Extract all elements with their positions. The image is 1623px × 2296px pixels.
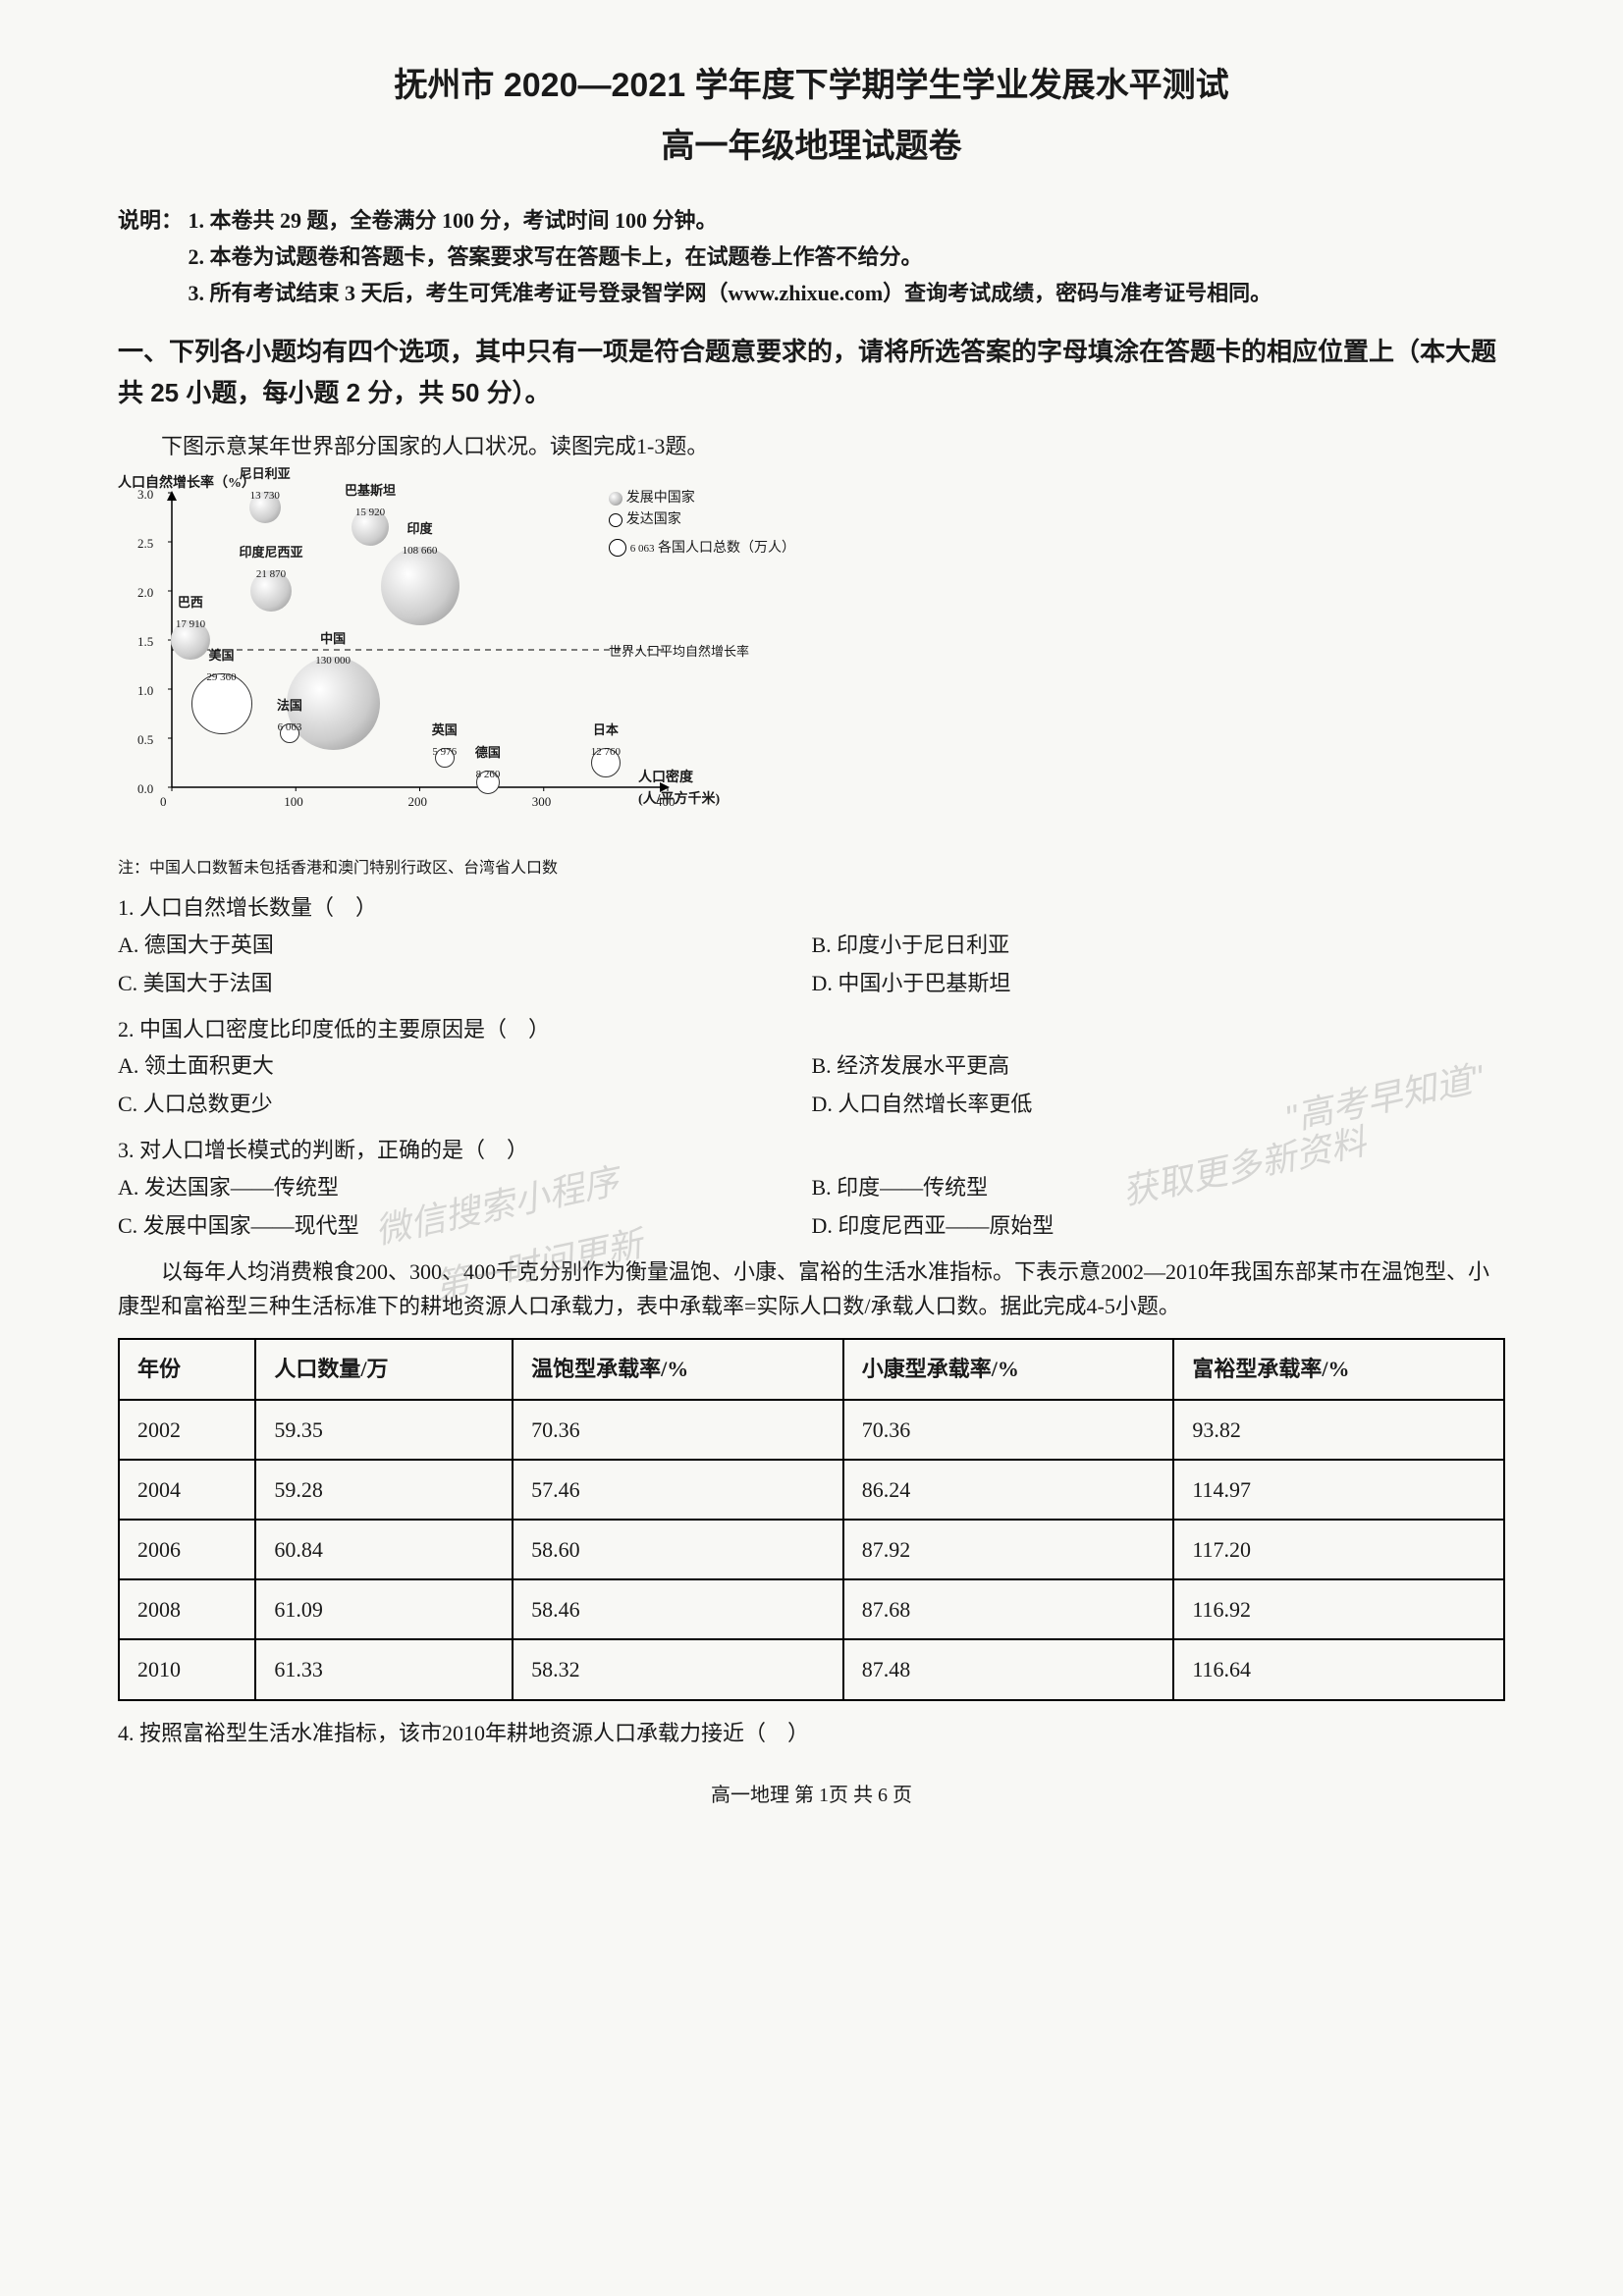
table-row: 201061.3358.3287.48116.64	[119, 1639, 1504, 1699]
table-cell: 61.33	[255, 1639, 513, 1699]
title-main: 抚州市 2020—2021 学年度下学期学生学业发展水平测试	[118, 59, 1505, 112]
table-cell: 116.64	[1173, 1639, 1504, 1699]
table-header: 富裕型承载率/%	[1173, 1339, 1504, 1399]
instructions-block: 说明： 1. 本卷共 29 题，全卷满分 100 分，考试时间 100 分钟。 …	[118, 203, 1505, 313]
chart-bubble-label: 巴基斯坦15 920	[331, 481, 409, 522]
chart-bubble-label: 中国130 000	[294, 629, 372, 670]
chart-bubble-label: 法国6 063	[250, 696, 329, 737]
table-header: 温饱型承载率/%	[513, 1339, 843, 1399]
option: C. 人口总数更少	[118, 1085, 812, 1123]
table-cell: 116.92	[1173, 1579, 1504, 1639]
question-3: 3. 对人口增长模式的判断，正确的是（ ）A. 发达国家——传统型B. 印度——…	[118, 1133, 1505, 1245]
chart-x-tick: 0	[160, 792, 167, 813]
q4-stem: 按照富裕型生活水准指标，该市2010年耕地资源人口承载力接近（ ）	[139, 1721, 809, 1745]
option: B. 印度——传统型	[812, 1168, 1506, 1206]
bubble-chart: 人口自然增长率（%）0.00.51.01.52.02.53.0010020030…	[118, 473, 805, 846]
table-row: 200660.8458.6087.92117.20	[119, 1520, 1504, 1579]
table-cell: 70.36	[843, 1400, 1174, 1460]
instruction-1: 1. 本卷共 29 题，全卷满分 100 分，考试时间 100 分钟。	[189, 203, 1437, 238]
table-cell: 2004	[119, 1460, 255, 1520]
question-2: 2. 中国人口密度比印度低的主要原因是（ ）A. 领土面积更大B. 经济发展水平…	[118, 1012, 1505, 1124]
page-footer: 高一地理 第 1页 共 6 页	[118, 1780, 1505, 1811]
table-cell: 2010	[119, 1639, 255, 1699]
q4-num: 4.	[118, 1721, 135, 1745]
option: D. 中国小于巴基斯坦	[812, 964, 1506, 1002]
data-table-container: 年份人口数量/万温饱型承载率/%小康型承载率/%富裕型承载率/%200259.3…	[118, 1338, 1505, 1700]
table-cell: 59.35	[255, 1400, 513, 1460]
chart-avg-label: 世界人口平均自然增长率	[609, 642, 749, 663]
chart-footnote: 注：中国人口数暂未包括香港和澳门特别行政区、台湾省人口数	[118, 856, 1505, 881]
chart-bubble-label: 德国8 260	[449, 743, 527, 784]
question-stem: 2. 中国人口密度比印度低的主要原因是（ ）	[118, 1012, 1505, 1046]
table-cell: 61.09	[255, 1579, 513, 1639]
table-header: 小康型承载率/%	[843, 1339, 1174, 1399]
option: D. 人口自然增长率更低	[812, 1085, 1506, 1123]
table-cell: 2008	[119, 1579, 255, 1639]
table-cell: 60.84	[255, 1520, 513, 1579]
table-cell: 57.46	[513, 1460, 843, 1520]
instruction-3: 3. 所有考试结束 3 天后，考生可凭准考证号登录智学网（www.zhixue.…	[189, 276, 1437, 310]
option: C. 美国大于法国	[118, 964, 812, 1002]
table-cell: 2006	[119, 1520, 255, 1579]
chart-x-tick: 300	[532, 792, 552, 813]
chart-y-tick: 3.0	[137, 485, 153, 506]
table-cell: 58.32	[513, 1639, 843, 1699]
instructions-label: 说明：	[118, 203, 183, 238]
table-cell: 59.28	[255, 1460, 513, 1520]
chart-y-tick: 0.0	[137, 779, 153, 800]
chart-bubble-label: 巴西17 910	[151, 593, 230, 634]
table-header: 年份	[119, 1339, 255, 1399]
question-stem: 1. 人口自然增长数量（ ）	[118, 890, 1505, 925]
table-cell: 58.46	[513, 1579, 843, 1639]
instruction-2: 2. 本卷为试题卷和答题卡，答案要求写在答题卡上，在试题卷上作答不给分。	[189, 240, 1437, 274]
option: A. 德国大于英国	[118, 926, 812, 964]
table-cell: 87.48	[843, 1639, 1174, 1699]
chart-bubble-label: 美国29 360	[183, 646, 261, 687]
chart-bubble-label: 日本12 760	[567, 721, 645, 762]
passage-1-intro: 下图示意某年世界部分国家的人口状况。读图完成1-3题。	[118, 429, 1505, 463]
chart-bubble-label: 印度108 660	[381, 519, 460, 561]
option: D. 印度尼西亚——原始型	[812, 1206, 1506, 1245]
question-4: 4. 按照富裕型生活水准指标，该市2010年耕地资源人口承载力接近（ ）	[118, 1716, 1505, 1750]
table-row: 200459.2857.4686.24114.97	[119, 1460, 1504, 1520]
passage-2-intro: 以每年人均消费粮食200、300、400千克分别作为衡量温饱、小康、富裕的生活水…	[118, 1255, 1505, 1323]
chart-bubble-label: 尼日利亚13 730	[226, 464, 304, 506]
chart-y-tick: 1.0	[137, 681, 153, 702]
chart-y-tick: 0.5	[137, 730, 153, 751]
option: C. 发展中国家——现代型	[118, 1206, 812, 1245]
table-cell: 87.92	[843, 1520, 1174, 1579]
chart-y-tick: 1.5	[137, 632, 153, 653]
title-sub: 高一年级地理试题卷	[118, 120, 1505, 173]
table-cell: 58.60	[513, 1520, 843, 1579]
table-cell: 117.20	[1173, 1520, 1504, 1579]
table-cell: 114.97	[1173, 1460, 1504, 1520]
chart-x-tick: 100	[284, 792, 303, 813]
chart-bubble-label: 印度尼西亚21 870	[232, 543, 310, 584]
chart-legend: 发展中国家 发达国家 6 063 各国人口总数（万人）	[609, 488, 795, 560]
table-cell: 2002	[119, 1400, 255, 1460]
table-cell: 93.82	[1173, 1400, 1504, 1460]
section-1-heading: 一、下列各小题均有四个选项，其中只有一项是符合题意要求的，请将所选答案的字母填涂…	[118, 332, 1505, 413]
table-header: 人口数量/万	[255, 1339, 513, 1399]
chart-y-tick: 2.5	[137, 534, 153, 555]
chart-x-tick: 200	[408, 792, 428, 813]
capacity-table: 年份人口数量/万温饱型承载率/%小康型承载率/%富裕型承载率/%200259.3…	[118, 1338, 1505, 1700]
table-cell: 86.24	[843, 1460, 1174, 1520]
option: B. 经济发展水平更高	[812, 1046, 1506, 1085]
chart-x-label: 人口密度(人/平方千米)	[638, 768, 720, 812]
option: B. 印度小于尼日利亚	[812, 926, 1506, 964]
question-stem: 3. 对人口增长模式的判断，正确的是（ ）	[118, 1133, 1505, 1167]
option: A. 领土面积更大	[118, 1046, 812, 1085]
table-row: 200861.0958.4687.68116.92	[119, 1579, 1504, 1639]
option: A. 发达国家——传统型	[118, 1168, 812, 1206]
table-cell: 87.68	[843, 1579, 1174, 1639]
question-1: 1. 人口自然增长数量（ ）A. 德国大于英国B. 印度小于尼日利亚C. 美国大…	[118, 890, 1505, 1002]
table-cell: 70.36	[513, 1400, 843, 1460]
table-row: 200259.3570.3670.3693.82	[119, 1400, 1504, 1460]
